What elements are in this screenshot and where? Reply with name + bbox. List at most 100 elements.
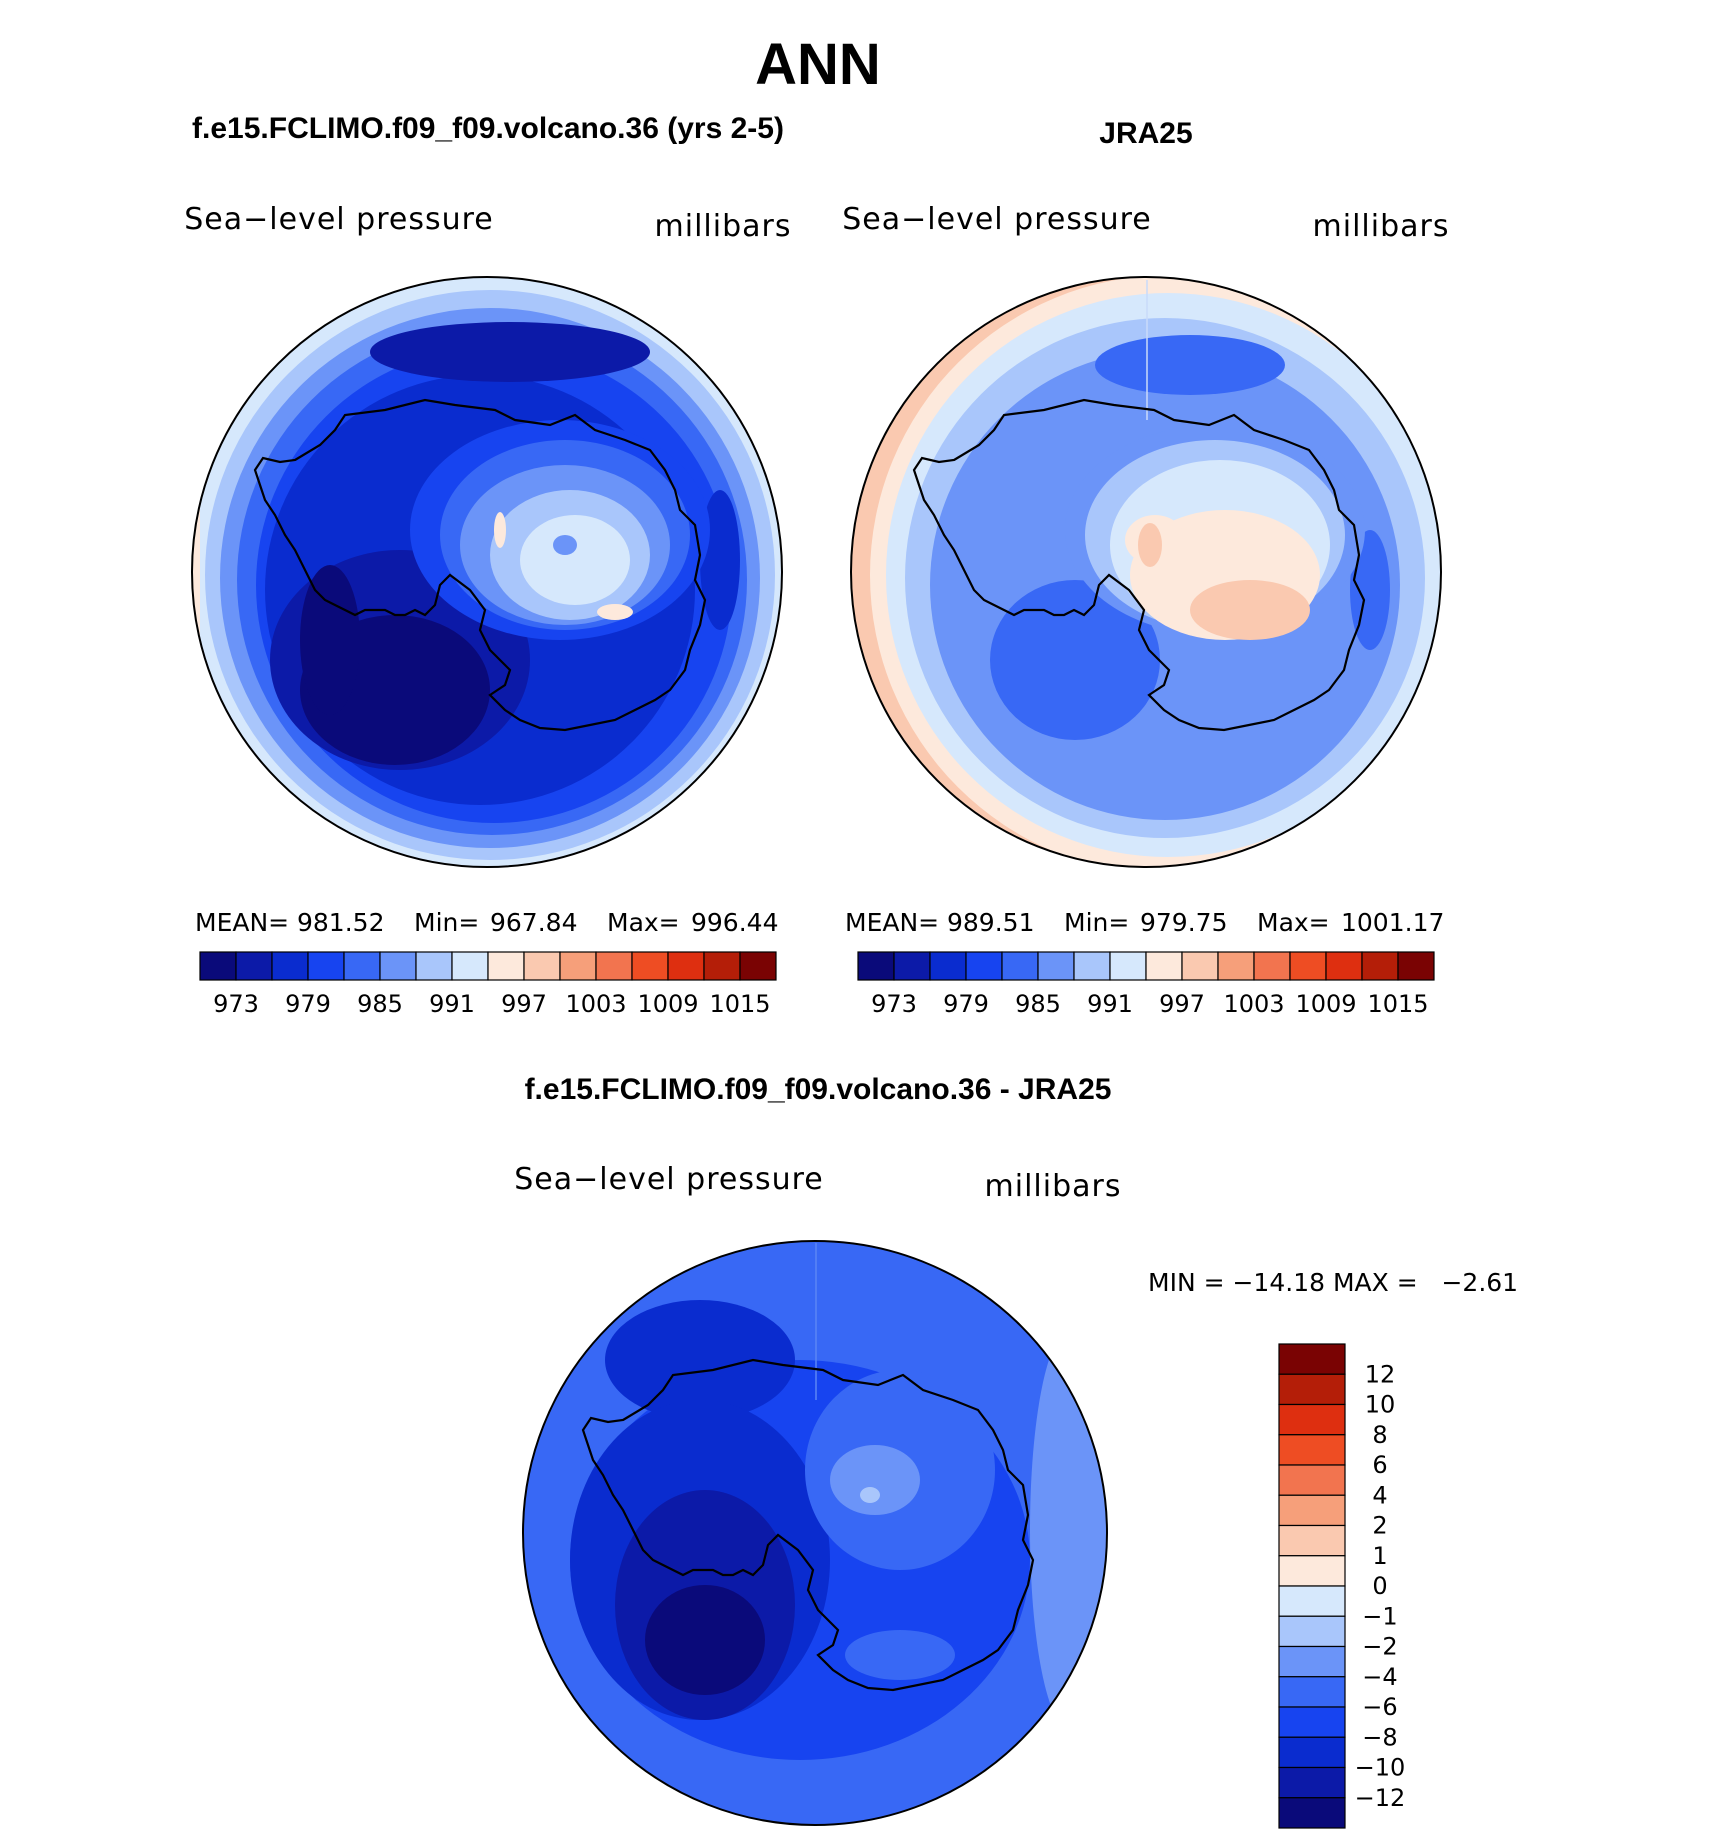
colorbar-box (1361, 951, 1399, 981)
panel-obs-field: Sea−level pressure (842, 202, 1151, 237)
colorbar-tick-label: −2 (1362, 1633, 1397, 1661)
colorbar-box (1278, 1524, 1346, 1557)
colorbar-box (595, 951, 633, 981)
panel-obs-min-value: 979.75 (1140, 908, 1227, 937)
colorbar-box (667, 951, 705, 981)
colorbar-box (1278, 1615, 1346, 1648)
panel-model-max-value: 996.44 (691, 908, 778, 937)
colorbar-tick-label: 985 (1015, 990, 1061, 1018)
colorbar-tick-label: 6 (1372, 1451, 1387, 1479)
colorbar-box (559, 951, 597, 981)
colorbar-tick-label: 1015 (709, 990, 770, 1018)
colorbar-tick-label: −1 (1362, 1602, 1397, 1630)
colorbar-box (1217, 951, 1255, 981)
colorbar-box (631, 951, 669, 981)
colorbar-box (379, 951, 417, 981)
panel-diff-field: Sea−level pressure (514, 1162, 823, 1197)
panel-diff-colorbar (1278, 1343, 1346, 1829)
colorbar-box (1145, 951, 1183, 981)
colorbar-box (1278, 1434, 1346, 1466)
colorbar-tick-label: −12 (1355, 1784, 1406, 1812)
colorbar-box (1037, 951, 1075, 981)
panel-model-mean-value: 981.52 (297, 908, 384, 937)
colorbar-box (1278, 1736, 1346, 1769)
panel-model-units: millibars (655, 209, 792, 244)
colorbar-tick-label: 10 (1365, 1391, 1396, 1419)
colorbar-box (1397, 951, 1435, 981)
panel-diff-title: f.e15.FCLIMO.f09_f09.volcano.36 - JRA25 (525, 1073, 1112, 1106)
colorbar-tick-label: 979 (943, 990, 989, 1018)
colorbar-tick-label: −10 (1355, 1754, 1406, 1782)
panel-obs-title: JRA25 (1099, 117, 1192, 150)
colorbar-tick-label: 1015 (1367, 990, 1428, 1018)
colorbar-tick-label: 1003 (565, 990, 626, 1018)
colorbar-box (1253, 951, 1291, 981)
colorbar-box (1278, 1555, 1346, 1587)
panel-obs-mean-label: MEAN= (845, 908, 939, 937)
colorbar-tick-label: 1009 (1295, 990, 1356, 1018)
colorbar-box (1278, 1676, 1346, 1708)
colorbar-box (857, 951, 895, 981)
colorbar-tick-label: −4 (1362, 1663, 1397, 1691)
colorbar-tick-label: −6 (1362, 1693, 1397, 1721)
panel-obs-max-value: 1001.17 (1341, 908, 1444, 937)
panel-model-map (191, 276, 783, 868)
panel-model: f.e15.FCLIMO.f09_f09.volcano.36 (yrs 2-5… (184, 112, 792, 1018)
colorbar-box (893, 951, 931, 981)
panel-diff: f.e15.FCLIMO.f09_f09.volcano.36 - JRA25 … (514, 1073, 1518, 1829)
panel-diff-units: millibars (985, 1169, 1122, 1204)
panel-model-field: Sea−level pressure (184, 202, 493, 237)
colorbar-box (1325, 951, 1363, 981)
colorbar-box (199, 951, 237, 981)
colorbar-box (703, 951, 741, 981)
colorbar-tick-label: 973 (213, 990, 259, 1018)
panel-model-mean-label: MEAN= (195, 908, 289, 937)
colorbar-box (1109, 951, 1147, 981)
colorbar-tick-label: 8 (1372, 1421, 1387, 1449)
colorbar-tick-label: −8 (1362, 1723, 1397, 1751)
colorbar-box (929, 951, 967, 981)
panel-obs-colorbar-labels: 973 979 985 991 997 1003 1009 1015 (871, 990, 1428, 1018)
colorbar-tick-label: 997 (1159, 990, 1205, 1018)
colorbar-tick-label: 997 (501, 990, 547, 1018)
colorbar-box (415, 951, 453, 981)
colorbar-box (1289, 951, 1327, 981)
colorbar-box (1278, 1464, 1346, 1496)
colorbar-box (1278, 1494, 1346, 1527)
colorbar-box (451, 951, 489, 981)
colorbar-tick-label: 985 (357, 990, 403, 1018)
panel-obs-max-label: Max= (1257, 908, 1330, 937)
colorbar-box (271, 951, 309, 981)
colorbar-tick-label: 0 (1372, 1572, 1387, 1600)
panel-obs-mean-value: 989.51 (947, 908, 1034, 937)
panel-diff-minmax: MIN = −14.18 MAX = −2.61 (1148, 1268, 1518, 1297)
colorbar-tick-label: 991 (429, 990, 475, 1018)
panel-model-colorbar-labels: 973 979 985 991 997 1003 1009 1015 (213, 990, 770, 1018)
colorbar-box (1278, 1373, 1346, 1406)
colorbar-box (1278, 1645, 1346, 1678)
colorbar-box (1278, 1343, 1346, 1375)
panel-obs-units: millibars (1313, 209, 1450, 244)
colorbar-tick-label: 2 (1372, 1512, 1387, 1540)
panel-model-min-value: 967.84 (490, 908, 577, 937)
colorbar-box (1001, 951, 1039, 981)
colorbar-box (1278, 1797, 1346, 1829)
colorbar-box (1278, 1766, 1346, 1799)
panel-model-colorbar (199, 951, 777, 981)
panel-obs-min-label: Min= (1064, 908, 1129, 937)
colorbar-box (1278, 1585, 1346, 1617)
colorbar-tick-label: 991 (1087, 990, 1133, 1018)
panel-obs: JRA25 Sea−level pressure millibars (842, 117, 1450, 1018)
colorbar-box (343, 951, 381, 981)
colorbar-box (307, 951, 345, 981)
colorbar-tick-label: 979 (285, 990, 331, 1018)
colorbar-box (1181, 951, 1219, 981)
colorbar-tick-label: 1009 (637, 990, 698, 1018)
colorbar-tick-label: 1003 (1223, 990, 1284, 1018)
colorbar-box (235, 951, 273, 981)
panel-model-max-label: Max= (607, 908, 680, 937)
colorbar-box (1073, 951, 1111, 981)
figure-title: ANN (755, 32, 881, 97)
